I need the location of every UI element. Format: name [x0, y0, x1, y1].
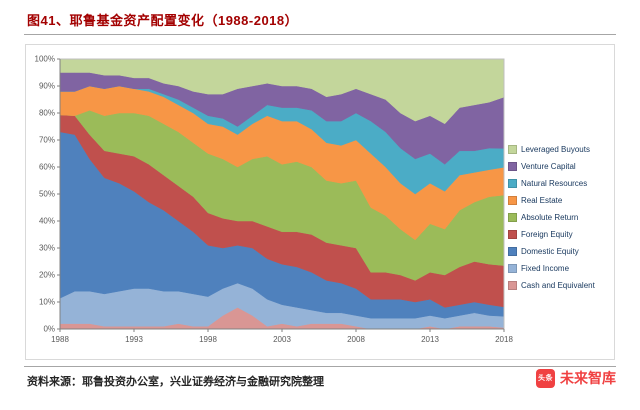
legend-item-venture-capital: Venture Capital	[508, 158, 614, 175]
legend-label: Domestic Equity	[521, 247, 579, 256]
y-tick-label: 10%	[39, 298, 55, 307]
legend-item-foreign-equity: Foreign Equity	[508, 226, 614, 243]
x-tick-label: 2008	[347, 335, 365, 344]
brand-name: 未来智库	[560, 370, 616, 386]
y-tick-label: 80%	[39, 109, 55, 118]
legend-swatch-leveraged-buyouts	[508, 145, 517, 154]
y-tick-label: 100%	[35, 55, 55, 64]
brand-watermark: 头条 未来智库	[536, 368, 616, 388]
data-source-note: 资料来源：耶鲁投资办公室，兴业证券经济与金融研究院整理	[27, 376, 324, 388]
legend-item-real-estate: Real Estate	[508, 192, 614, 209]
legend-item-leveraged-buyouts: Leveraged Buyouts	[508, 141, 614, 158]
chart-plot-area: 0% 10% 20% 30% 40% 50% 60% 70% 80% 90% 100% 1988 199…	[35, 55, 514, 345]
x-tick-label: 2018	[495, 335, 513, 344]
toutiao-logo-icon: 头条	[536, 368, 555, 388]
legend-item-natural-resources: Natural Resources	[508, 175, 614, 192]
y-tick-label: 40%	[39, 217, 55, 226]
figure-title: 图41、耶鲁基金资产配置变化（1988-2018）	[27, 13, 299, 28]
legend-swatch-venture-capital	[508, 162, 517, 171]
title-divider	[24, 34, 616, 35]
y-tick-label: 90%	[39, 82, 55, 91]
legend-label: Absolute Return	[521, 213, 579, 222]
chart-legend: Leveraged Buyouts Venture Capital Natural …	[508, 141, 614, 294]
legend-label: Fixed Income	[521, 264, 570, 273]
y-tick-label: 20%	[39, 271, 55, 280]
legend-label: Natural Resources	[521, 179, 588, 188]
legend-item-fixed-income: Fixed Income	[508, 260, 614, 277]
legend-swatch-cash-and-equivalent	[508, 281, 517, 290]
x-tick-label: 2013	[421, 335, 439, 344]
legend-item-cash-and-equivalent: Cash and Equivalent	[508, 277, 614, 294]
y-tick-label: 50%	[39, 190, 55, 199]
legend-swatch-absolute-return	[508, 213, 517, 222]
legend-swatch-domestic-equity	[508, 247, 517, 256]
legend-swatch-foreign-equity	[508, 230, 517, 239]
legend-swatch-natural-resources	[508, 179, 517, 188]
x-tick-label: 1993	[125, 335, 143, 344]
legend-label: Leveraged Buyouts	[521, 145, 590, 154]
y-tick-label: 30%	[39, 244, 55, 253]
x-tick-label: 1998	[199, 335, 217, 344]
legend-label: Foreign Equity	[521, 230, 573, 239]
y-tick-label: 70%	[39, 136, 55, 145]
legend-item-absolute-return: Absolute Return	[508, 209, 614, 226]
x-tick-label: 1988	[51, 335, 69, 344]
x-tick-label: 2003	[273, 335, 291, 344]
legend-item-domestic-equity: Domestic Equity	[508, 243, 614, 260]
footer-divider	[24, 366, 616, 367]
y-tick-label: 0%	[43, 325, 55, 334]
legend-label: Cash and Equivalent	[521, 281, 595, 290]
legend-swatch-real-estate	[508, 196, 517, 205]
stacked-area-chart: 0% 10% 20% 30% 40% 50% 60% 70% 80% 90% 100% 1988 199…	[25, 44, 615, 360]
y-tick-label: 60%	[39, 163, 55, 172]
legend-label: Venture Capital	[521, 162, 576, 171]
legend-swatch-fixed-income	[508, 264, 517, 273]
legend-label: Real Estate	[521, 196, 563, 205]
